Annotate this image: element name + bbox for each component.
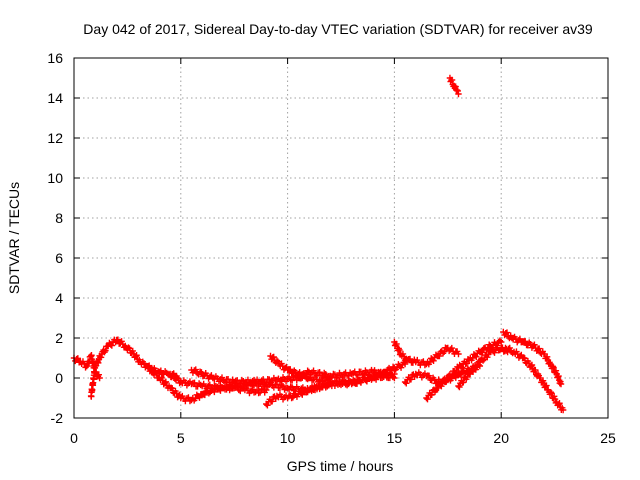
x-tick-label: 10 (280, 430, 296, 446)
data-points-segment (502, 344, 567, 414)
x-tick-label: 20 (493, 430, 509, 446)
y-tick-label: 6 (55, 250, 63, 266)
data-points-segment (87, 336, 180, 400)
data-points-segment (391, 338, 462, 369)
x-axis-label: GPS time / hours (287, 458, 394, 474)
x-tick-label: 0 (70, 430, 78, 446)
y-tick-label: 2 (55, 330, 63, 346)
y-axis-label: SDTVAR / TECUs (6, 182, 22, 294)
y-tick-label: 12 (47, 130, 63, 146)
grid (74, 58, 608, 418)
chart-title: Day 042 of 2017, Sidereal Day-to-day VTE… (83, 21, 593, 37)
data-points (70, 74, 567, 414)
data-points-segment (500, 328, 565, 388)
x-tick-label: 5 (177, 430, 185, 446)
data-points-segment (267, 352, 334, 386)
data-points-segment (263, 359, 409, 409)
y-tick-label: 0 (55, 370, 63, 386)
plot-frame (73, 57, 609, 419)
axis-ticks: 0 5 10 15 20 25 -2 0 2 4 6 8 10 12 14 16 (47, 50, 616, 446)
data-points-segment (455, 344, 511, 391)
data-points-segment (423, 337, 505, 403)
x-tick-label: 25 (600, 430, 616, 446)
data-points-segment (446, 74, 462, 98)
y-tick-label: 10 (47, 170, 63, 186)
y-tick-label: 8 (55, 210, 63, 226)
x-tick-label: 15 (387, 430, 403, 446)
y-tick-label: 16 (47, 50, 63, 66)
y-tick-label: 14 (47, 90, 63, 106)
y-tick-label: -2 (51, 410, 64, 426)
y-tick-label: 4 (55, 290, 63, 306)
